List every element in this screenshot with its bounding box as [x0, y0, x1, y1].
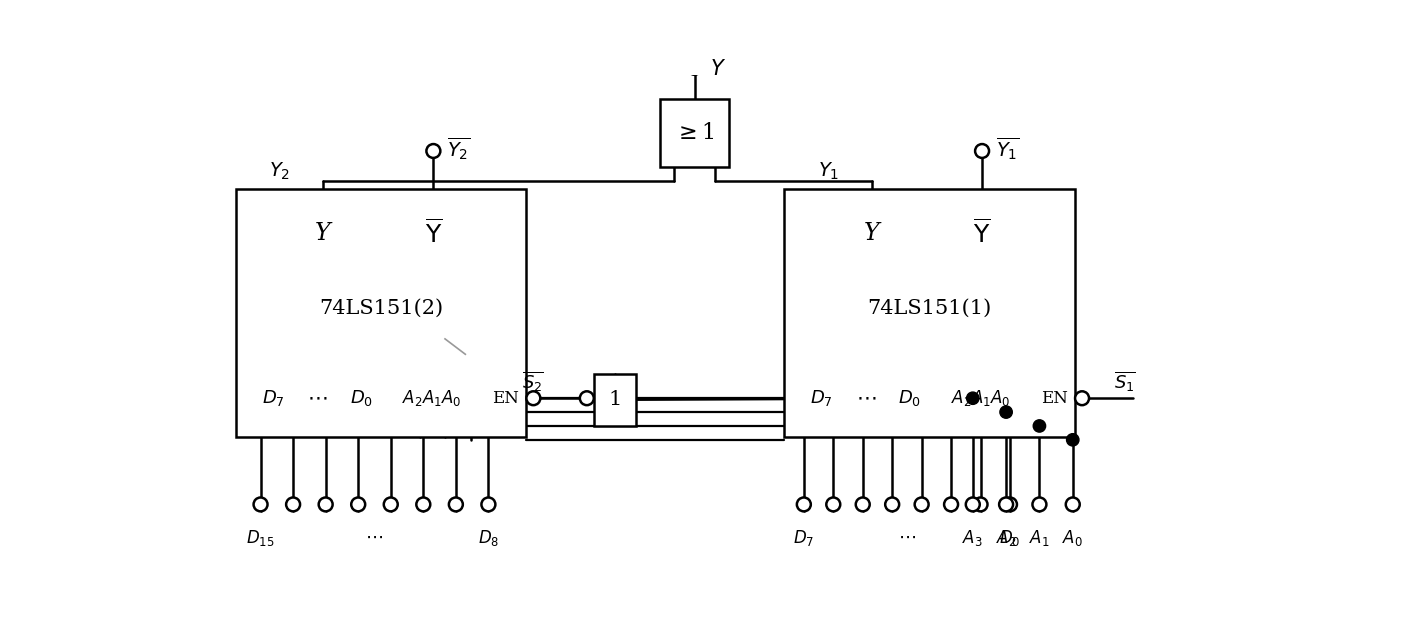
Bar	[784, 189, 1076, 437]
Circle shape	[966, 392, 979, 404]
Circle shape	[1033, 498, 1046, 511]
Text: 1: 1	[608, 390, 622, 409]
Circle shape	[973, 498, 988, 511]
Text: $Y_2$: $Y_2$	[269, 161, 290, 183]
Text: $D_7$: $D_7$	[261, 388, 284, 408]
Text: $\cdots$: $\cdots$	[365, 528, 384, 546]
Text: $\overline{S_2}$: $\overline{S_2}$	[523, 369, 544, 393]
Circle shape	[999, 498, 1013, 511]
Circle shape	[944, 498, 958, 511]
Text: $A_2A_1A_0$: $A_2A_1A_0$	[402, 388, 462, 408]
Text: $D_0$: $D_0$	[999, 528, 1020, 548]
Circle shape	[318, 498, 333, 511]
Circle shape	[416, 498, 431, 511]
Text: $A_2A_1A_0$: $A_2A_1A_0$	[951, 388, 1010, 408]
Circle shape	[426, 144, 441, 158]
Text: $\overline{\rm Y}$: $\overline{\rm Y}$	[973, 219, 990, 248]
Circle shape	[580, 391, 594, 405]
Text: $A_0$: $A_0$	[1063, 528, 1083, 548]
Circle shape	[855, 498, 870, 511]
Text: 74LS151(1): 74LS151(1)	[868, 298, 992, 318]
Text: Y: Y	[864, 222, 880, 245]
Circle shape	[526, 391, 540, 405]
Circle shape	[885, 498, 899, 511]
Text: $\cdots$: $\cdots$	[855, 389, 877, 407]
Circle shape	[797, 498, 811, 511]
Circle shape	[1067, 434, 1079, 446]
Bar	[236, 189, 526, 437]
Text: $D_0$: $D_0$	[350, 388, 372, 408]
Circle shape	[1003, 498, 1017, 511]
Text: 74LS151(2): 74LS151(2)	[318, 298, 443, 318]
Circle shape	[286, 498, 300, 511]
Text: $D_7$: $D_7$	[810, 388, 833, 408]
Circle shape	[966, 498, 979, 511]
Text: $\overline{Y_1}$: $\overline{Y_1}$	[996, 135, 1019, 162]
Text: $D_0$: $D_0$	[898, 388, 922, 408]
Text: $\overline{Y_2}$: $\overline{Y_2}$	[448, 135, 470, 162]
Text: $A_2$: $A_2$	[996, 528, 1016, 548]
Circle shape	[826, 498, 840, 511]
Text: $\cdots$: $\cdots$	[307, 389, 327, 407]
Circle shape	[915, 498, 928, 511]
Text: EN: EN	[492, 389, 519, 407]
Text: $\overline{\rm Y}$: $\overline{\rm Y}$	[425, 219, 442, 248]
Bar	[661, 100, 729, 167]
Text: $\overline{S_1}$: $\overline{S_1}$	[1114, 369, 1135, 393]
Text: $D_7$: $D_7$	[793, 528, 814, 548]
Text: $A_1$: $A_1$	[1029, 528, 1050, 548]
Bar	[594, 374, 637, 426]
Circle shape	[351, 498, 365, 511]
Text: $A_3$: $A_3$	[962, 528, 983, 548]
Circle shape	[384, 498, 398, 511]
Text: $Y$: $Y$	[710, 59, 726, 78]
Text: $Y_1$: $Y_1$	[818, 161, 838, 183]
Text: $\cdots$: $\cdots$	[898, 528, 917, 546]
Circle shape	[1000, 406, 1012, 418]
Circle shape	[688, 61, 702, 75]
Circle shape	[253, 498, 267, 511]
Circle shape	[449, 498, 463, 511]
Text: $\geq$1: $\geq$1	[675, 122, 715, 145]
Text: $D_{15}$: $D_{15}$	[246, 528, 274, 548]
Text: EN: EN	[1040, 389, 1067, 407]
Circle shape	[975, 144, 989, 158]
Circle shape	[1033, 420, 1046, 432]
Circle shape	[1076, 391, 1088, 405]
Text: $D_8$: $D_8$	[477, 528, 499, 548]
Circle shape	[1066, 498, 1080, 511]
Circle shape	[482, 498, 496, 511]
Text: Y: Y	[315, 222, 331, 245]
